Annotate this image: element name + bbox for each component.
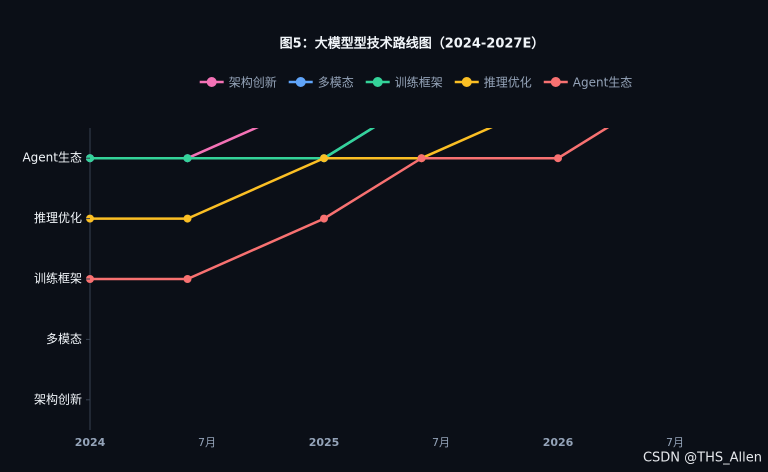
x-tick-label: 7月: [666, 436, 684, 449]
legend-label: 多模态: [318, 76, 354, 90]
data-point: [320, 214, 328, 223]
x-tick-label: 2026: [543, 436, 574, 449]
data-point: [418, 94, 426, 102]
legend-marker: [372, 77, 383, 87]
series-line: [90, 128, 376, 160]
legend-marker: [461, 77, 472, 87]
legend-label: 推理优化: [484, 76, 532, 90]
data-point: [183, 214, 192, 223]
data-point: [652, 94, 660, 102]
legend-item: 多模态: [288, 76, 354, 90]
y-tick-label: Agent生态: [22, 151, 82, 165]
legend-item: 推理优化: [454, 76, 532, 90]
legend-marker: [550, 77, 561, 87]
x-tick-label: 2024: [75, 436, 106, 449]
legend-marker: [206, 77, 217, 87]
y-tick-label: 多模态: [46, 332, 82, 346]
data-point: [320, 94, 328, 102]
data-point: [417, 154, 426, 163]
legend-marker: [295, 77, 306, 87]
x-tick-label: 7月: [198, 436, 216, 449]
chart-title: 图5：大模型型技术路线图（2024-2027E）: [280, 36, 545, 52]
x-tick-label: 2025: [309, 436, 340, 449]
plot-area: [86, 94, 660, 283]
legend: 架构创新 多模态 训练框架 推理优化 Agent生态: [199, 75, 633, 90]
data-point: [183, 154, 192, 163]
legend-item: Agent生态: [543, 76, 633, 90]
data-point: [320, 154, 328, 163]
legend-item: 架构创新: [199, 75, 277, 90]
legend-item: 训练框架: [365, 75, 443, 90]
x-tick-label: 7月: [432, 436, 450, 449]
legend-label: Agent生态: [573, 76, 633, 90]
y-tick-label: 推理优化: [34, 211, 82, 225]
data-point: [183, 275, 192, 283]
data-point: [554, 154, 562, 163]
y-tick-label: 架构创新: [34, 391, 82, 406]
legend-label: 架构创新: [229, 75, 277, 90]
series-line: [90, 128, 610, 281]
data-point: [554, 94, 562, 102]
series-line: [90, 128, 259, 160]
y-tick-label: 训练框架: [34, 271, 82, 286]
watermark: CSDN @THS_Allen: [643, 451, 762, 466]
data-point: [418, 94, 426, 102]
legend-label: 训练框架: [395, 75, 443, 90]
